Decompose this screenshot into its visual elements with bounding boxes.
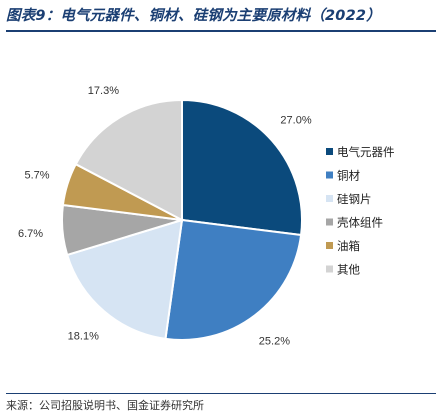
slice-label-5: 17.3% [88, 85, 119, 97]
slice-label-2: 18.1% [68, 331, 99, 343]
legend-swatch-1 [326, 171, 333, 179]
legend-label-2: 硅钢片 [337, 192, 372, 206]
title-divider [6, 30, 436, 32]
pie-slice-2 [65, 218, 184, 340]
chart-title: 图表9：电气元器件、铜材、硅钢为主要原材料（2022） [6, 8, 381, 24]
legend-label-5: 其他 [337, 263, 360, 277]
slice-label-1: 25.2% [259, 336, 290, 348]
legend-swatch-5 [326, 265, 333, 273]
slice-label-0: 27.0% [280, 114, 311, 126]
slice-label-3: 6.7% [18, 228, 43, 240]
pie-slice-1 [164, 218, 303, 341]
legend-swatch-4 [326, 242, 333, 249]
legend-swatch-3 [326, 218, 333, 226]
legend-swatch-2 [326, 195, 333, 202]
legend-label-0: 电气元器件 [337, 145, 395, 159]
source-note: 来源：公司招股说明书、国金证券研究所 [6, 399, 204, 412]
pie-chart: 27.0% 25.2% 18.1% 6.7% 5.7% 17.3% 电气元器件铜材硅钢片壳体… [18, 85, 395, 348]
legend-swatch-0 [326, 148, 333, 155]
legend-label-1: 铜材 [337, 169, 360, 183]
pie-slice-5 [74, 98, 183, 222]
footer-divider [6, 393, 436, 394]
legend-label-3: 壳体组件 [337, 216, 383, 230]
slice-label-4: 5.7% [24, 169, 49, 181]
pie-slice-0 [181, 98, 303, 237]
legend-label-4: 油箱 [337, 239, 360, 253]
